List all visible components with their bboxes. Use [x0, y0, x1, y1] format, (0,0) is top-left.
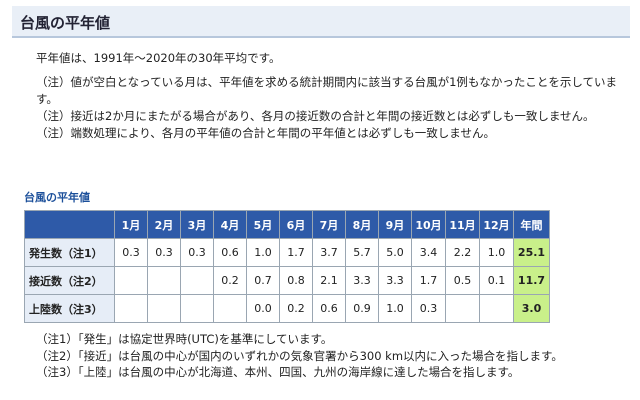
- table-cell: [114, 294, 148, 323]
- table-row-approach: 接近数（注2） 0.2 0.7 0.8 2.1 3.3 3.3 1.7 0.5 …: [24, 266, 550, 295]
- row-label: 上陸数（注3）: [24, 294, 115, 323]
- table-cell: 2.1: [312, 266, 346, 295]
- table-cell: 0.7: [246, 266, 280, 295]
- footnote-approach: （注2）「接近」は台風の中心が国内のいずれかの気象官署から300 km以内に入っ…: [36, 348, 563, 363]
- table-cell: 0.3: [147, 238, 181, 267]
- table-cell: [114, 266, 148, 295]
- header-jun: 6月: [279, 210, 313, 239]
- page-title: 台風の平年値: [20, 14, 111, 32]
- table-cell: 1.0: [378, 294, 412, 323]
- table-row-occurrence: 発生数（注1） 0.3 0.3 0.3 0.6 1.0 1.7 3.7 5.7 …: [24, 238, 550, 267]
- row-label: 接近数（注2）: [24, 266, 115, 295]
- table-cell: 0.9: [345, 294, 379, 323]
- table-caption: 台風の平年値: [24, 191, 90, 204]
- table-cell: 3.3: [345, 266, 379, 295]
- typhoon-normals-table: 1月 2月 3月 4月 5月 6月 7月 8月 9月 10月 11月 12月 年…: [24, 210, 550, 323]
- table-cell: 3.7: [312, 238, 346, 267]
- table-cell: 0.3: [411, 294, 446, 323]
- header-oct: 10月: [411, 210, 446, 239]
- table-row-landfall: 上陸数（注3） 0.0 0.2 0.6 0.9 1.0 0.3 3.0: [24, 294, 550, 323]
- table-cell: 3.3: [378, 266, 412, 295]
- table-header-row: 1月 2月 3月 4月 5月 6月 7月 8月 9月 10月 11月 12月 年…: [24, 210, 550, 239]
- table-cell: 1.7: [279, 238, 313, 267]
- table-cell: 0.3: [180, 238, 214, 267]
- header-may: 5月: [246, 210, 280, 239]
- table-cell: 3.4: [411, 238, 446, 267]
- table-cell: 1.0: [479, 238, 514, 267]
- table-cell: 0.8: [279, 266, 313, 295]
- table-cell: 1.7: [411, 266, 446, 295]
- table-cell: 0.1: [479, 266, 514, 295]
- note-rounding: （注）端数処理により、各月の平年値の合計と年間の平年値とは必ずしも一致しません。: [36, 126, 495, 140]
- header-jul: 7月: [312, 210, 346, 239]
- table-cell: [147, 294, 181, 323]
- annual-cell: 11.7: [513, 266, 550, 295]
- table-cell: [479, 294, 514, 323]
- row-label: 発生数（注1）: [24, 238, 115, 267]
- annual-cell: 25.1: [513, 238, 550, 267]
- table-cell: [147, 266, 181, 295]
- note-approach: （注）接近は2か月にまたがる場合があり、各月の接近数の合計と年間の接近数とは必ず…: [36, 109, 595, 123]
- table-cell: 0.0: [246, 294, 280, 323]
- notes-block: （注）値が空白となっている月は、平年値を求める統計期間内に該当する台風が1例もな…: [36, 74, 626, 142]
- table-cell: 5.0: [378, 238, 412, 267]
- table-corner-cell: [24, 210, 115, 239]
- header-annual: 年間: [513, 210, 550, 239]
- header-mar: 3月: [180, 210, 214, 239]
- footnote-landfall: （注3）「上陸」は台風の中心が北海道、本州、四国、九州の海岸線に達した場合を指し…: [36, 365, 520, 379]
- note-blank-months: （注）値が空白となっている月は、平年値を求める統計期間内に該当する台風が1例もな…: [36, 75, 618, 106]
- table-cell: 0.3: [114, 238, 148, 267]
- header-feb: 2月: [147, 210, 181, 239]
- table-cell: [180, 266, 214, 295]
- header-aug: 8月: [345, 210, 379, 239]
- table-cell: 0.5: [445, 266, 480, 295]
- footnote-occurrence: （注1）「発生」は協定世界時(UTC)を基準にしています。: [36, 332, 333, 346]
- table-cell: 0.6: [213, 238, 247, 267]
- table-cell: [445, 294, 480, 323]
- header-nov: 11月: [445, 210, 480, 239]
- footnotes-block: （注1）「発生」は協定世界時(UTC)を基準にしています。 （注2）「接近」は台…: [36, 331, 563, 381]
- annual-cell: 3.0: [513, 294, 550, 323]
- table-cell: [213, 294, 247, 323]
- header-jan: 1月: [114, 210, 148, 239]
- lead-text: 平年値は、1991年～2020年の30年平均です。: [36, 51, 281, 65]
- table-cell: 5.7: [345, 238, 379, 267]
- header-apr: 4月: [213, 210, 247, 239]
- table-cell: [180, 294, 214, 323]
- table-cell: 0.2: [213, 266, 247, 295]
- header-sep: 9月: [378, 210, 412, 239]
- table-cell: 0.2: [279, 294, 313, 323]
- table-cell: 0.6: [312, 294, 346, 323]
- table-cell: 2.2: [445, 238, 480, 267]
- table-cell: 1.0: [246, 238, 280, 267]
- header-dec: 12月: [479, 210, 514, 239]
- section-header: 台風の平年値: [12, 6, 630, 38]
